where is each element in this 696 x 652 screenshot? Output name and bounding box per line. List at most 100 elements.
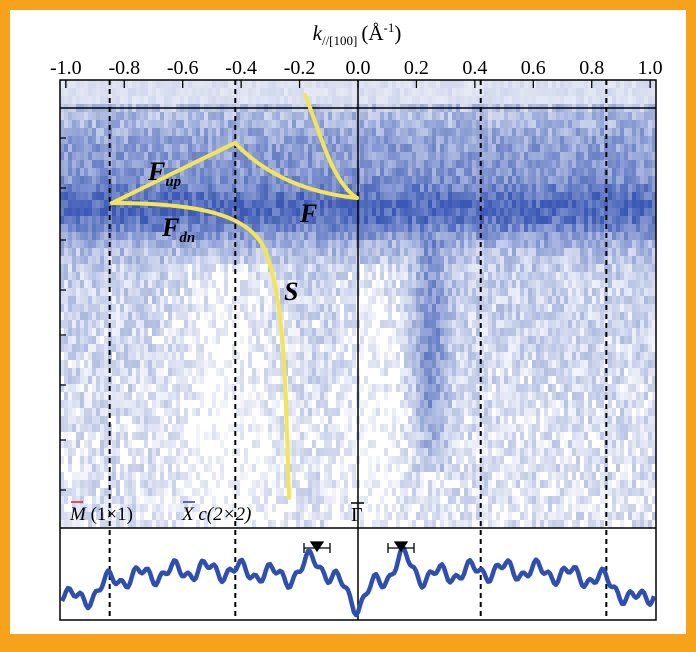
intensity-cell bbox=[316, 88, 320, 96]
intensity-cell bbox=[596, 200, 600, 208]
intensity-cell bbox=[568, 192, 572, 200]
intensity-cell bbox=[320, 320, 324, 328]
intensity-cell bbox=[496, 296, 500, 304]
intensity-cell bbox=[540, 240, 544, 248]
intensity-cell bbox=[196, 184, 200, 192]
intensity-cell bbox=[176, 80, 180, 88]
intensity-cell bbox=[476, 240, 480, 248]
intensity-cell bbox=[432, 336, 436, 344]
intensity-cell bbox=[352, 112, 356, 120]
intensity-cell bbox=[640, 264, 644, 272]
intensity-cell bbox=[412, 280, 416, 288]
intensity-cell bbox=[636, 160, 640, 168]
intensity-cell bbox=[584, 248, 588, 256]
intensity-cell bbox=[528, 216, 532, 224]
intensity-cell bbox=[444, 248, 448, 256]
intensity-cell bbox=[252, 328, 256, 336]
intensity-cell bbox=[76, 88, 80, 96]
intensity-cell bbox=[448, 88, 452, 96]
intensity-cell bbox=[420, 200, 424, 208]
intensity-cell bbox=[212, 200, 216, 208]
intensity-cell bbox=[500, 136, 504, 144]
intensity-cell bbox=[384, 120, 388, 128]
intensity-cell bbox=[204, 312, 208, 320]
intensity-cell bbox=[612, 336, 616, 344]
intensity-cell bbox=[616, 320, 620, 328]
intensity-cell bbox=[572, 136, 576, 144]
intensity-cell bbox=[576, 96, 580, 104]
intensity-cell bbox=[124, 344, 128, 352]
intensity-cell bbox=[208, 232, 212, 240]
intensity-cell bbox=[120, 280, 124, 288]
intensity-cell bbox=[88, 224, 92, 232]
intensity-cell bbox=[612, 88, 616, 96]
intensity-cell bbox=[560, 192, 564, 200]
intensity-cell bbox=[492, 248, 496, 256]
intensity-cell bbox=[204, 280, 208, 288]
intensity-cell bbox=[80, 152, 84, 160]
intensity-cell bbox=[388, 344, 392, 352]
intensity-cell bbox=[476, 152, 480, 160]
intensity-cell bbox=[508, 200, 512, 208]
intensity-cell bbox=[136, 80, 140, 88]
intensity-cell bbox=[444, 224, 448, 232]
intensity-cell bbox=[92, 168, 96, 176]
intensity-cell bbox=[428, 304, 432, 312]
intensity-cell bbox=[100, 288, 104, 296]
intensity-cell bbox=[124, 296, 128, 304]
intensity-cell bbox=[508, 216, 512, 224]
intensity-cell bbox=[220, 152, 224, 160]
intensity-cell bbox=[568, 240, 572, 248]
intensity-cell bbox=[160, 312, 164, 320]
intensity-cell bbox=[556, 280, 560, 288]
intensity-cell bbox=[124, 312, 128, 320]
intensity-cell bbox=[392, 96, 396, 104]
intensity-cell bbox=[608, 96, 612, 104]
intensity-cell bbox=[488, 240, 492, 248]
intensity-cell bbox=[156, 128, 160, 136]
intensity-cell bbox=[80, 224, 84, 232]
intensity-cell bbox=[176, 344, 180, 352]
intensity-cell bbox=[400, 344, 404, 352]
intensity-cell bbox=[452, 256, 456, 264]
intensity-cell bbox=[412, 168, 416, 176]
intensity-cell bbox=[324, 272, 328, 280]
intensity-cell bbox=[528, 80, 532, 88]
intensity-cell bbox=[512, 336, 516, 344]
intensity-cell bbox=[448, 256, 452, 264]
intensity-cell bbox=[496, 232, 500, 240]
intensity-cell bbox=[336, 248, 340, 256]
intensity-cell bbox=[388, 232, 392, 240]
intensity-cell bbox=[548, 160, 552, 168]
intensity-cell bbox=[632, 152, 636, 160]
intensity-cell bbox=[88, 184, 92, 192]
intensity-cell bbox=[520, 240, 524, 248]
intensity-cell bbox=[408, 296, 412, 304]
intensity-cell bbox=[644, 176, 648, 184]
intensity-cell bbox=[112, 344, 116, 352]
intensity-cell bbox=[236, 80, 240, 88]
intensity-cell bbox=[76, 256, 80, 264]
intensity-cell bbox=[544, 88, 548, 96]
intensity-cell bbox=[204, 256, 208, 264]
intensity-cell bbox=[440, 352, 444, 360]
intensity-cell bbox=[376, 328, 380, 336]
intensity-cell bbox=[304, 144, 308, 152]
intensity-cell bbox=[120, 120, 124, 128]
intensity-cell bbox=[272, 344, 276, 352]
intensity-cell bbox=[152, 304, 156, 312]
intensity-cell bbox=[536, 168, 540, 176]
intensity-cell bbox=[460, 120, 464, 128]
intensity-cell bbox=[168, 152, 172, 160]
intensity-cell bbox=[300, 168, 304, 176]
intensity-cell bbox=[484, 184, 488, 192]
intensity-cell bbox=[160, 280, 164, 288]
intensity-cell bbox=[176, 352, 180, 360]
intensity-cell bbox=[100, 144, 104, 152]
intensity-cell bbox=[436, 248, 440, 256]
intensity-cell bbox=[312, 176, 316, 184]
intensity-cell bbox=[412, 152, 416, 160]
intensity-cell bbox=[448, 152, 452, 160]
intensity-cell bbox=[536, 80, 540, 88]
intensity-cell bbox=[136, 128, 140, 136]
